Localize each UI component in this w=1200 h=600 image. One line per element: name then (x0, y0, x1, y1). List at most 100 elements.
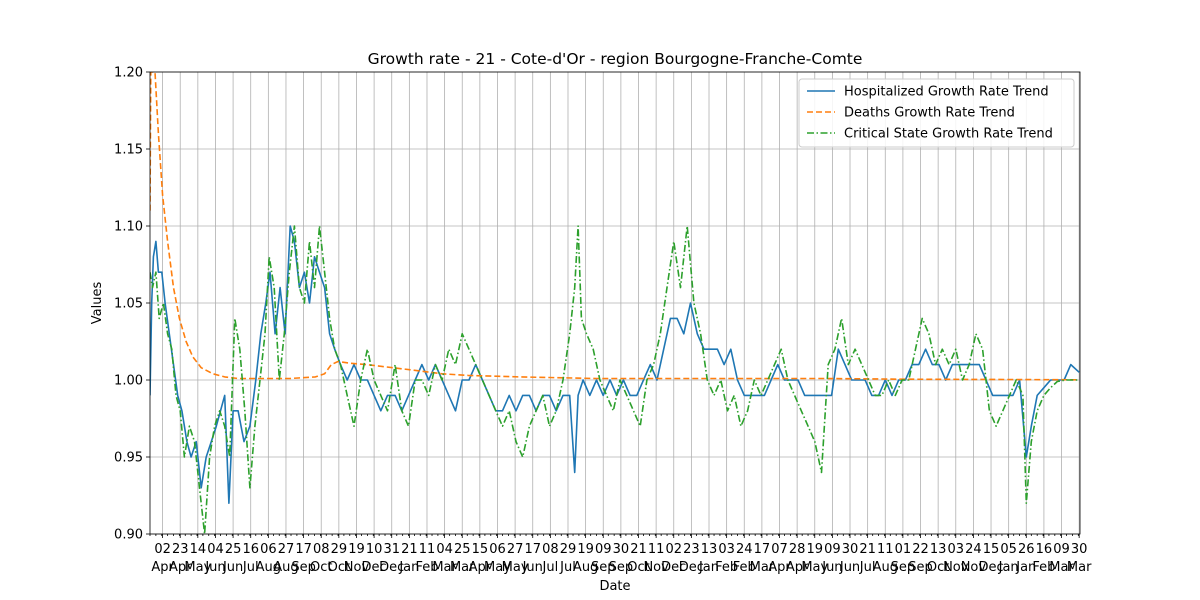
x-tick-month: Aug (573, 560, 598, 575)
x-tick-day: 17 (524, 542, 541, 557)
x-tick-month: Mar (1049, 560, 1074, 575)
x-tick-day: 05 (1000, 542, 1017, 557)
series-line-3 (150, 225, 1080, 534)
x-tick-day: 14 (190, 542, 207, 557)
x-tick-month: Nov (344, 560, 370, 575)
x-tick-month: Jul (859, 560, 876, 575)
x-tick-day: 30 (1071, 542, 1088, 557)
y-tick-label: 0.95 (114, 451, 143, 466)
x-tick-day: 13 (930, 542, 947, 557)
x-tick-day: 03 (948, 542, 965, 557)
x-tick-day: 10 (366, 542, 383, 557)
x-tick-day: 19 (806, 542, 823, 557)
legend-label-3: Critical State Growth Rate Trend (844, 127, 1053, 142)
x-tick-month: Sep (291, 560, 316, 575)
x-tick-month: Mar (750, 560, 775, 575)
x-tick-month: Nov (943, 560, 969, 575)
x-tick-day: 16 (242, 542, 259, 557)
y-axis-label: Values (90, 282, 105, 325)
x-tick-month: Jan (398, 560, 419, 575)
x-tick-day: 08 (313, 542, 330, 557)
x-tick-month: Apr (786, 560, 809, 575)
x-tick-day: 19 (577, 542, 594, 557)
x-tick-day: 27 (507, 542, 524, 557)
x-tick-day: 16 (1036, 542, 1053, 557)
x-tick-month: May (801, 560, 828, 575)
x-tick-month: Feb (733, 560, 756, 575)
x-tick-month: Jan (1015, 560, 1036, 575)
x-tick-day: 21 (859, 542, 876, 557)
x-tick-month: Apr (151, 560, 174, 575)
y-tick-label: 1.20 (114, 66, 143, 81)
x-tick-month: Jun (222, 560, 243, 575)
x-tick-day: 21 (401, 542, 418, 557)
x-tick-month: Sep (609, 560, 634, 575)
x-tick-month: May (184, 560, 211, 575)
x-tick-month: Apr (169, 560, 192, 575)
x-tick-month: Jun (204, 560, 225, 575)
x-tick-month: Sep (891, 560, 916, 575)
x-tick-month: Feb (715, 560, 738, 575)
x-tick-day: 03 (718, 542, 735, 557)
x-tick-month: Dec (362, 560, 387, 575)
series-line-1 (150, 225, 1080, 504)
x-tick-day: 26 (1018, 542, 1035, 557)
x-tick-month: Jan (698, 560, 719, 575)
x-tick-day: 17 (754, 542, 771, 557)
x-tick-day: 04 (436, 542, 453, 557)
x-tick-month: Dec (661, 560, 686, 575)
y-tick-label: 1.00 (114, 374, 143, 389)
legend-label-2: Deaths Growth Rate Trend (844, 106, 1015, 121)
x-tick-day: 11 (877, 542, 894, 557)
grid-lines (150, 71, 1080, 535)
x-tick-month: Jul (242, 560, 259, 575)
x-tick-month: Jul (542, 560, 559, 575)
x-tick-day: 29 (331, 542, 348, 557)
x-tick-day: 04 (207, 542, 224, 557)
x-tick-day: 27 (278, 542, 295, 557)
x-tick-month: Feb (1032, 560, 1055, 575)
x-tick-day: 25 (225, 542, 242, 557)
x-tick-month: Dec (679, 560, 704, 575)
x-tick-month: Mar (1067, 560, 1092, 575)
plot-area (150, 72, 1080, 534)
x-tick-day: 02 (154, 542, 171, 557)
x-tick-month: Nov (961, 560, 987, 575)
x-tick-month: Sep (591, 560, 616, 575)
x-tick-month: Aug (273, 560, 298, 575)
x-tick-day: 02 (665, 542, 682, 557)
x-tick-day: 23 (172, 542, 189, 557)
legend-box (798, 78, 1075, 148)
x-tick-month: Jun (821, 560, 842, 575)
x-tick-day: 09 (1053, 542, 1070, 557)
x-tick-day: 19 (348, 542, 365, 557)
x-tick-month: Nov (643, 560, 669, 575)
x-tick-month: Jul (559, 560, 576, 575)
x-tick-month: Oct (927, 560, 949, 575)
x-tick-day: 28 (789, 542, 806, 557)
y-tick-label: 1.15 (114, 143, 143, 158)
x-tick-day: 24 (965, 542, 982, 557)
x-tick-day: 21 (630, 542, 647, 557)
legend-label-1: Hospitalized Growth Rate Trend (844, 85, 1049, 100)
x-tick-month: Aug (256, 560, 281, 575)
x-tick-day: 22 (912, 542, 929, 557)
x-tick-month: Aug (873, 560, 898, 575)
y-tick-label: 1.10 (114, 220, 143, 235)
x-tick-day: 25 (454, 542, 471, 557)
x-tick-day: 30 (613, 542, 630, 557)
x-tick-month: Jun (522, 560, 543, 575)
x-tick-month: Sep (908, 560, 933, 575)
y-tick-label: 1.05 (114, 297, 143, 312)
x-tick-day: 09 (595, 542, 612, 557)
x-tick-day: 15 (983, 542, 1000, 557)
legend: Hospitalized Growth Rate Trend Deaths Gro… (798, 78, 1075, 148)
x-tick-day: 11 (419, 542, 436, 557)
x-tick-month: Oct (627, 560, 649, 575)
x-tick-day: 07 (771, 542, 788, 557)
x-tick-day: 17 (295, 542, 312, 557)
x-tick-day: 08 (542, 542, 559, 557)
x-tick-month: May (484, 560, 511, 575)
x-tick-day: 24 (736, 542, 753, 557)
